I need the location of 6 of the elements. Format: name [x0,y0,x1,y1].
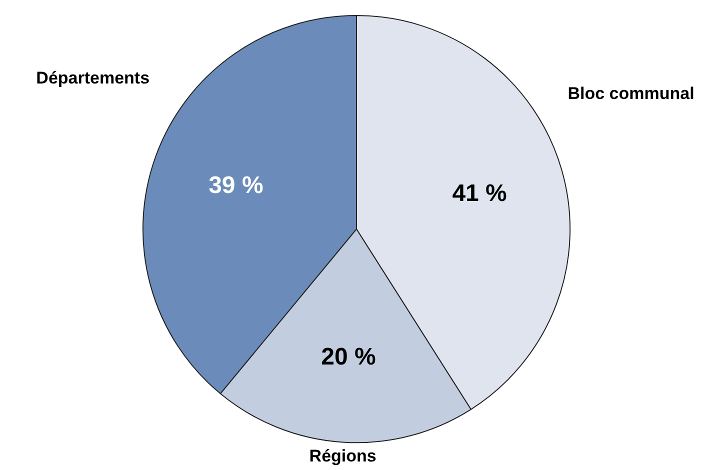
data-label: 39 % [208,172,264,200]
slice-label: Régions [309,446,376,466]
data-label: 41 % [452,180,507,207]
slice-label: Départements [36,68,150,88]
slice-label: Bloc communal [568,84,694,103]
data-label: 20 % [321,344,376,371]
